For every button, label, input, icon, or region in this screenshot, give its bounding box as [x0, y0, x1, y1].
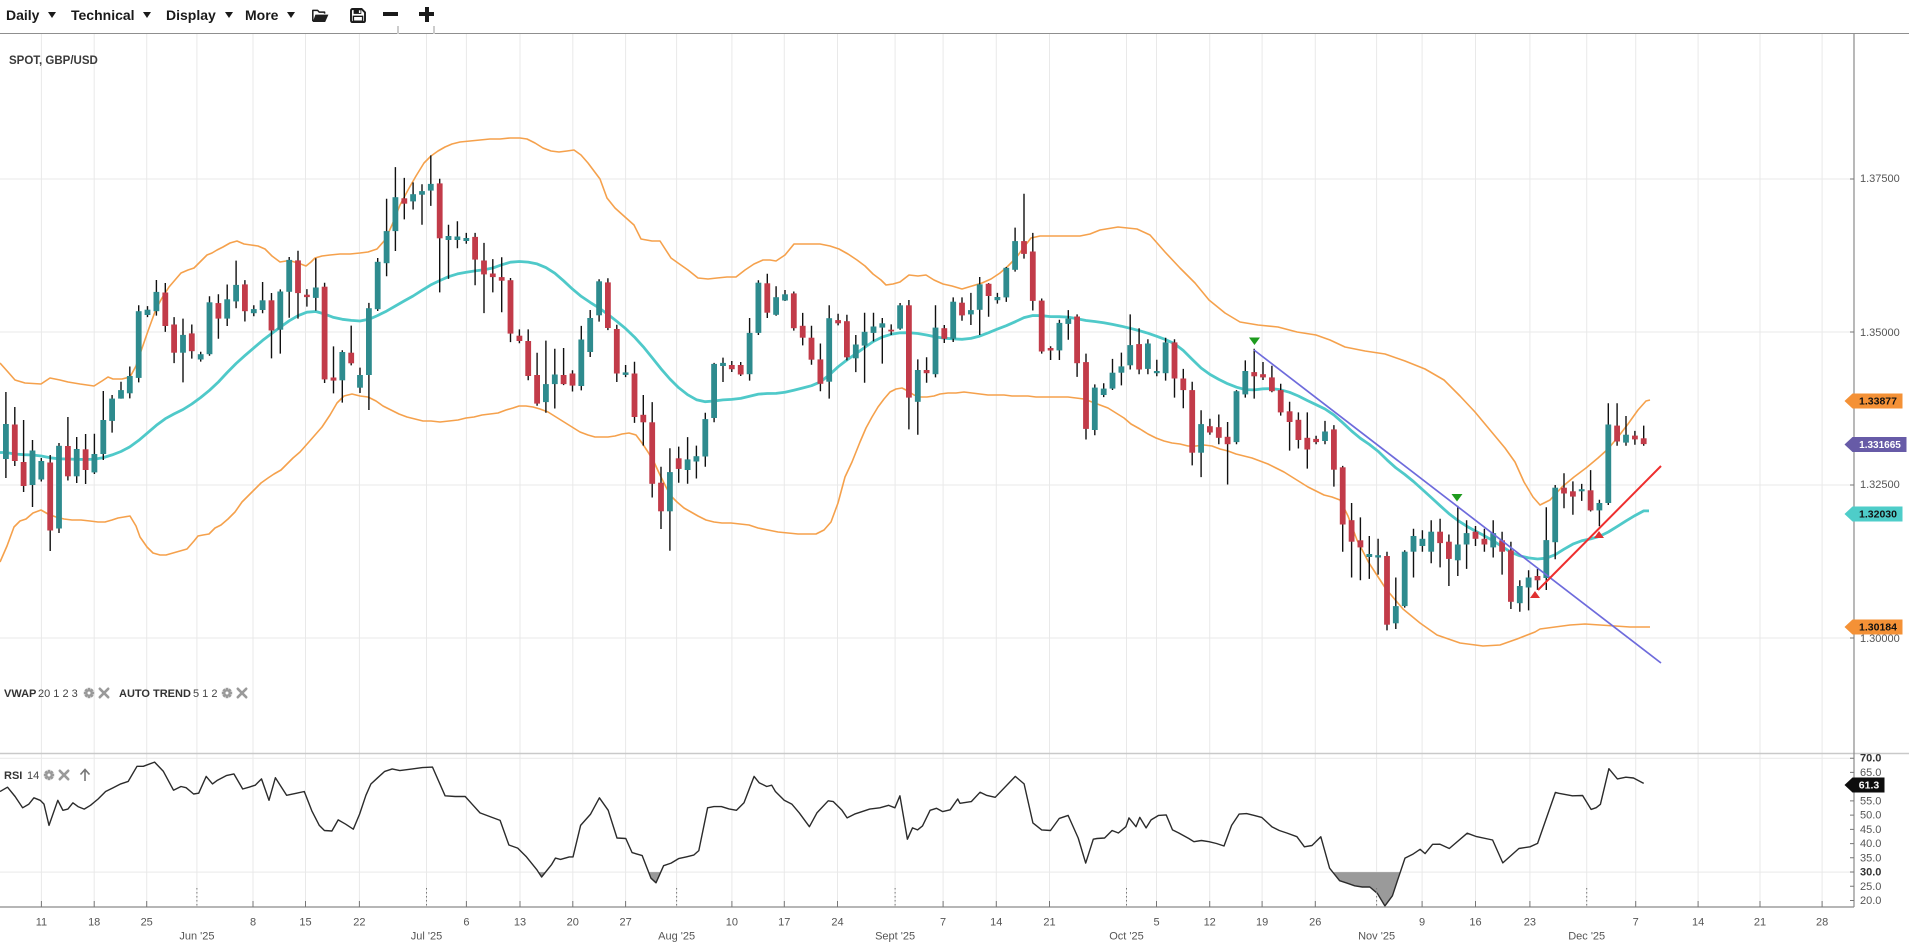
svg-text:13: 13 [514, 917, 526, 929]
svg-text:14: 14 [27, 770, 39, 782]
svg-text:14: 14 [1692, 917, 1704, 929]
svg-text:AUTO TREND: AUTO TREND [119, 688, 191, 700]
svg-text:30.0: 30.0 [1860, 867, 1881, 879]
svg-text:61.3: 61.3 [1859, 780, 1880, 792]
svg-text:65.0: 65.0 [1860, 767, 1881, 779]
svg-text:1.35000: 1.35000 [1860, 327, 1900, 339]
svg-text:5: 5 [1153, 917, 1159, 929]
svg-text:1.37500: 1.37500 [1860, 173, 1900, 185]
svg-text:7: 7 [940, 917, 946, 929]
svg-text:1.32030: 1.32030 [1859, 509, 1897, 521]
svg-text:16: 16 [1469, 917, 1481, 929]
svg-text:23: 23 [1524, 917, 1536, 929]
svg-text:21: 21 [1043, 917, 1055, 929]
svg-text:Oct '25: Oct '25 [1109, 931, 1144, 943]
svg-text:1.33877: 1.33877 [1859, 396, 1897, 408]
svg-text:5 1 2: 5 1 2 [193, 688, 217, 700]
svg-text:11: 11 [36, 917, 47, 929]
svg-text:20: 20 [567, 917, 579, 929]
svg-text:17: 17 [778, 917, 790, 929]
svg-text:28: 28 [1816, 917, 1828, 929]
svg-text:22: 22 [353, 917, 365, 929]
svg-text:1.30184: 1.30184 [1859, 622, 1897, 634]
svg-text:15: 15 [299, 917, 311, 929]
svg-text:18: 18 [88, 917, 100, 929]
svg-text:19: 19 [1256, 917, 1268, 929]
svg-text:SPOT, GBP/USD: SPOT, GBP/USD [9, 55, 98, 67]
svg-text:27: 27 [619, 917, 631, 929]
svg-text:6: 6 [463, 917, 469, 929]
svg-text:Dec '25: Dec '25 [1568, 931, 1605, 943]
svg-text:1.30000: 1.30000 [1860, 633, 1900, 645]
svg-text:26: 26 [1309, 917, 1321, 929]
svg-text:24: 24 [831, 917, 843, 929]
svg-text:35.0: 35.0 [1860, 852, 1881, 864]
svg-text:9: 9 [1419, 917, 1425, 929]
svg-text:20 1 2 3: 20 1 2 3 [38, 688, 78, 700]
svg-text:12: 12 [1204, 917, 1216, 929]
svg-text:8: 8 [250, 917, 256, 929]
svg-text:Jun '25: Jun '25 [179, 931, 214, 943]
svg-text:50.0: 50.0 [1860, 810, 1881, 822]
svg-text:14: 14 [990, 917, 1002, 929]
svg-text:1.32500: 1.32500 [1860, 479, 1900, 491]
svg-text:21: 21 [1754, 917, 1766, 929]
svg-text:45.0: 45.0 [1860, 824, 1881, 836]
svg-text:Nov '25: Nov '25 [1358, 931, 1395, 943]
svg-text:25.0: 25.0 [1860, 881, 1881, 893]
svg-text:55.0: 55.0 [1860, 795, 1881, 807]
svg-text:40.0: 40.0 [1860, 838, 1881, 850]
svg-text:7: 7 [1633, 917, 1639, 929]
svg-text:25: 25 [141, 917, 153, 929]
svg-text:10: 10 [726, 917, 738, 929]
svg-text:VWAP: VWAP [4, 688, 36, 700]
svg-text:Aug '25: Aug '25 [658, 931, 695, 943]
svg-text:RSI: RSI [4, 770, 22, 782]
svg-text:Sept '25: Sept '25 [875, 931, 915, 943]
svg-text:Jul '25: Jul '25 [411, 931, 442, 943]
svg-text:70.0: 70.0 [1860, 753, 1881, 765]
svg-text:1.331665: 1.331665 [1859, 440, 1901, 451]
svg-text:20.0: 20.0 [1860, 895, 1881, 907]
